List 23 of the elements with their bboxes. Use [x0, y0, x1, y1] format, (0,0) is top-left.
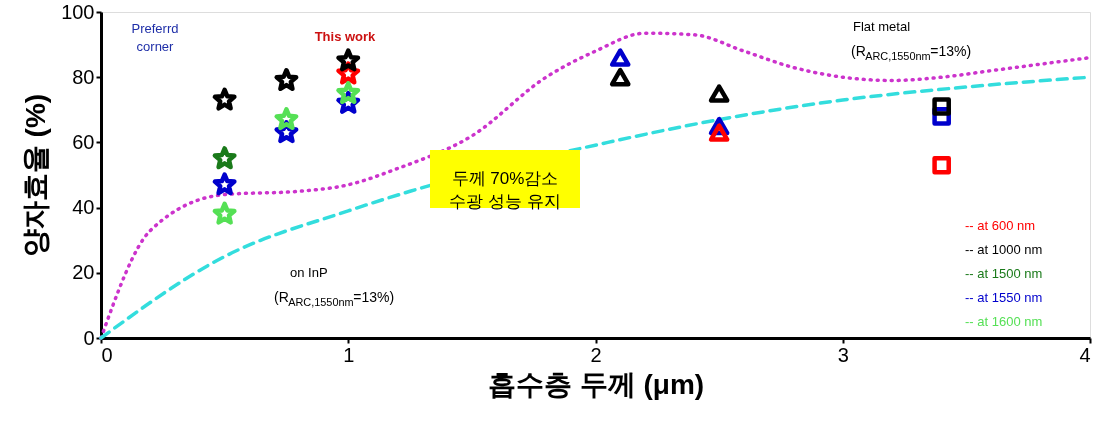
y-axis-title: 양자효율 (%)	[20, 93, 52, 258]
annotation: 두께 70%감소 수광 성능 유지	[449, 169, 561, 211]
y-tick-label: 100	[61, 0, 95, 23]
y-tick-label: 0	[83, 326, 95, 349]
text: -- at 600 nm	[965, 218, 1036, 233]
annotation: This work	[314, 29, 377, 44]
text: -- at 1600 nm	[965, 314, 1043, 329]
text: -- at 1550 nm	[965, 290, 1043, 305]
x-tick-label: 0	[101, 343, 113, 366]
text: -- at 1000 nm	[965, 242, 1043, 257]
x-tick-label: 1	[343, 343, 355, 366]
y-tick-label: 20	[72, 261, 95, 284]
x-tick-label: 4	[1079, 343, 1091, 366]
y-tick-label: 80	[72, 65, 95, 88]
text: -- at 1500 nm	[965, 266, 1043, 281]
annotation: Preferrd corner	[131, 21, 179, 54]
x-tick-label: 2	[590, 343, 602, 366]
annotation: on InP	[290, 265, 328, 280]
x-tick-label: 3	[837, 343, 849, 366]
y-tick-label: 60	[72, 130, 95, 153]
annotation: Flat metal	[853, 19, 911, 34]
y-tick-label: 40	[72, 196, 95, 219]
x-axis-title: 흡수층 두께 (μm)	[487, 368, 705, 400]
